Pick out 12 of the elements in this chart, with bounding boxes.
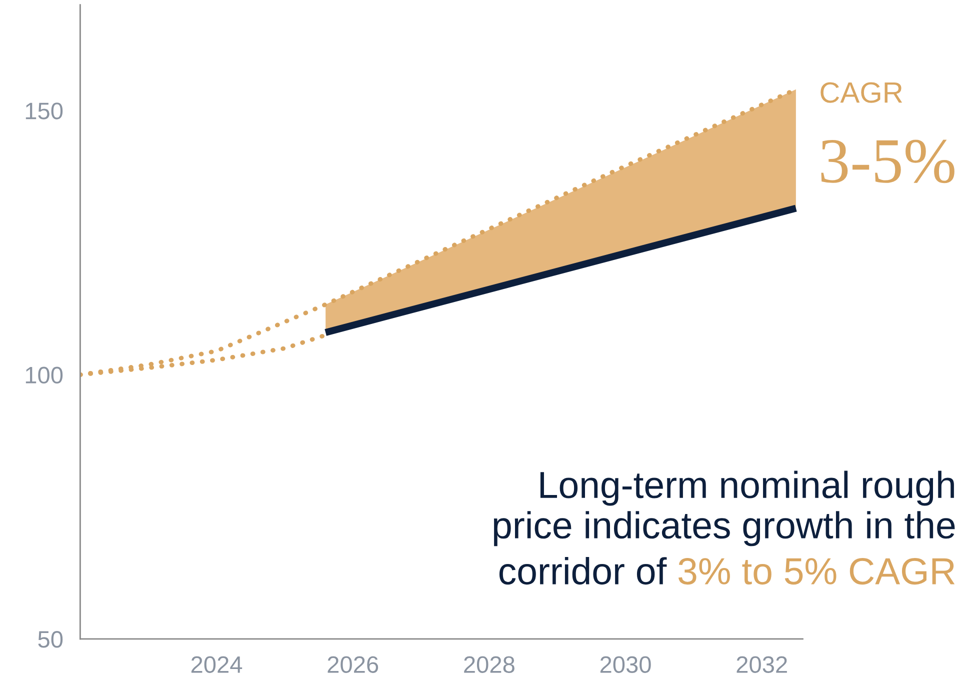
y-tick-label: 50 (38, 631, 63, 648)
text: CAGR (820, 82, 902, 103)
x-tick-label: 2026 (328, 656, 378, 673)
x-tick-label: 2028 (464, 656, 514, 673)
annotation: 3% to 5% CAGR (678, 558, 955, 585)
annotation: corridor of (499, 557, 667, 585)
x-tick-label: 2032 (736, 656, 787, 673)
y-tick-label: 150 (26, 102, 63, 120)
y-tick-label: 100 (26, 366, 63, 384)
x-tick-label: 2024 (191, 656, 242, 673)
text: 3-5% (821, 140, 954, 184)
x-tick-label: 2030 (600, 656, 651, 673)
